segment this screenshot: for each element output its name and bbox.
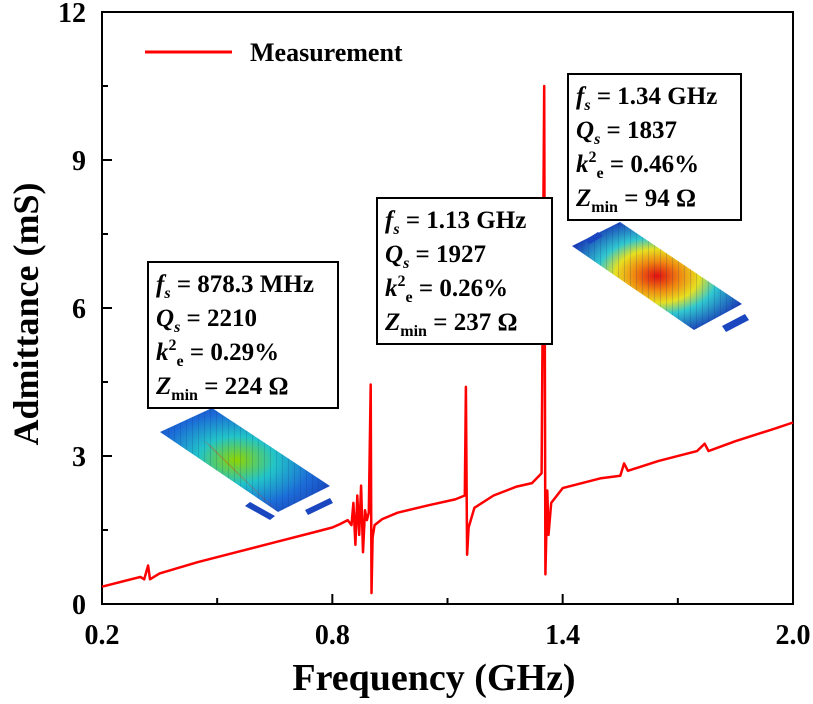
y-axis-title: Admittance (mS): [6, 183, 46, 446]
annotation-k2e: k2e = 0.26%: [385, 273, 508, 306]
annotation-qs: Qs = 1927: [385, 241, 486, 272]
y-axis-ticks: 0 3 6 9 12: [58, 0, 112, 621]
y-tick-label: 3: [72, 442, 86, 473]
x-axis-title: Frequency (GHz): [292, 657, 575, 699]
x-tick-label: 0.2: [85, 620, 120, 651]
annotation-zmin: Zmin = 224 Ω: [155, 373, 288, 404]
y-tick-label: 6: [72, 294, 86, 325]
x-tick-label: 1.4: [545, 620, 580, 651]
mode-shape-inset-1: [160, 408, 333, 520]
annotation-frame: [567, 73, 742, 221]
mode-shape-inset-2: [572, 222, 749, 332]
annotation-qs: Qs = 1837: [576, 117, 677, 148]
annotation-k2e: k2e = 0.29%: [156, 337, 279, 370]
annotation-zmin: Zmin = 94 Ω: [575, 185, 696, 216]
annotation-k2e: k2e = 0.46%: [576, 149, 699, 182]
series-line-measurement: [101, 84, 794, 595]
series-layer: [101, 84, 794, 595]
annotation-frame: [376, 197, 553, 345]
y-tick-label: 9: [72, 146, 86, 177]
annotation-fs: fs = 1.34 GHz: [576, 83, 717, 114]
x-tick-label: 0.8: [315, 620, 350, 651]
annotation-zmin: Zmin = 237 Ω: [384, 309, 517, 340]
annotation-fs: fs = 1.13 GHz: [385, 207, 526, 238]
x-axis-ticks: 0.2 0.8 1.4 2.0: [85, 594, 811, 651]
y-tick-label: 0: [72, 590, 86, 621]
legend-label: Measurement: [250, 38, 403, 67]
y-tick-label: 12: [58, 0, 86, 29]
annotation-frame: [147, 261, 339, 409]
annotation-qs: Qs = 2210: [156, 305, 257, 336]
x-tick-label: 2.0: [776, 620, 811, 651]
legend: Measurement: [145, 38, 403, 67]
annotation-fs: fs = 878.3 MHz: [156, 271, 314, 302]
